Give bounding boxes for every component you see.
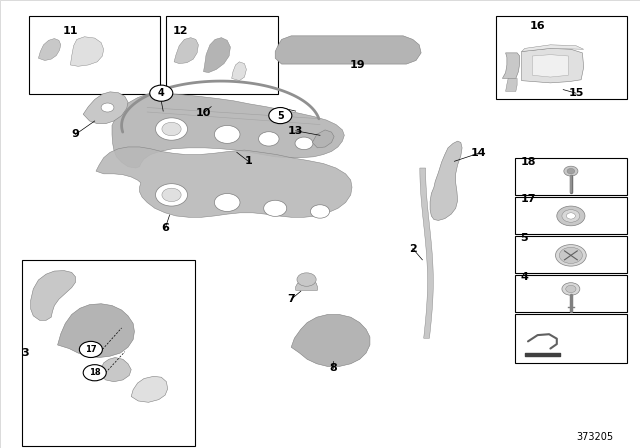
- Text: 12: 12: [173, 26, 188, 36]
- Circle shape: [156, 184, 188, 206]
- Circle shape: [259, 132, 279, 146]
- FancyBboxPatch shape: [515, 236, 627, 273]
- Circle shape: [264, 200, 287, 216]
- Polygon shape: [506, 78, 517, 91]
- Circle shape: [567, 168, 575, 174]
- Polygon shape: [522, 45, 584, 52]
- Polygon shape: [131, 376, 168, 402]
- Text: 15: 15: [568, 88, 584, 98]
- FancyBboxPatch shape: [496, 16, 627, 99]
- FancyBboxPatch shape: [166, 16, 278, 94]
- Polygon shape: [31, 271, 76, 320]
- Polygon shape: [296, 280, 317, 290]
- Polygon shape: [502, 53, 520, 78]
- Circle shape: [214, 125, 240, 143]
- Circle shape: [566, 213, 575, 219]
- Circle shape: [562, 283, 580, 295]
- Circle shape: [79, 341, 102, 358]
- Circle shape: [557, 206, 585, 226]
- FancyBboxPatch shape: [29, 16, 160, 94]
- Polygon shape: [96, 147, 352, 217]
- Text: 5: 5: [520, 233, 528, 243]
- Text: 17: 17: [85, 345, 97, 354]
- FancyBboxPatch shape: [22, 260, 195, 446]
- Polygon shape: [275, 36, 421, 64]
- Text: 4: 4: [520, 272, 528, 282]
- Polygon shape: [70, 37, 104, 66]
- Circle shape: [566, 285, 576, 293]
- Polygon shape: [430, 141, 462, 220]
- Polygon shape: [522, 48, 584, 83]
- Circle shape: [150, 85, 173, 101]
- Text: 9: 9: [72, 129, 79, 139]
- Text: 373205: 373205: [577, 432, 614, 442]
- Circle shape: [562, 210, 580, 222]
- Circle shape: [559, 247, 582, 263]
- Text: 13: 13: [288, 126, 303, 136]
- Text: 1: 1: [244, 156, 252, 166]
- Text: 6: 6: [161, 224, 169, 233]
- Text: 10: 10: [196, 108, 211, 118]
- Text: 5: 5: [277, 111, 284, 121]
- FancyBboxPatch shape: [515, 275, 627, 312]
- Polygon shape: [232, 62, 246, 81]
- Circle shape: [295, 137, 313, 150]
- FancyBboxPatch shape: [515, 158, 627, 195]
- Circle shape: [269, 108, 292, 124]
- Text: 18: 18: [89, 368, 100, 377]
- Text: 4: 4: [158, 88, 164, 98]
- Circle shape: [162, 188, 181, 202]
- Polygon shape: [204, 38, 230, 73]
- Circle shape: [162, 122, 181, 136]
- FancyBboxPatch shape: [515, 197, 627, 234]
- Polygon shape: [420, 168, 433, 338]
- Circle shape: [83, 365, 106, 381]
- Polygon shape: [312, 130, 334, 148]
- Circle shape: [556, 245, 586, 266]
- Text: 16: 16: [530, 21, 545, 31]
- Text: 2: 2: [409, 244, 417, 254]
- Polygon shape: [112, 93, 344, 168]
- Text: 3: 3: [22, 348, 29, 358]
- Polygon shape: [38, 39, 61, 60]
- Circle shape: [156, 118, 188, 140]
- Text: 11: 11: [63, 26, 78, 36]
- Text: 8: 8: [329, 363, 337, 373]
- Text: 14: 14: [471, 148, 486, 158]
- Text: 17: 17: [520, 194, 536, 204]
- Circle shape: [564, 166, 578, 176]
- Circle shape: [101, 103, 114, 112]
- Polygon shape: [532, 55, 568, 77]
- Circle shape: [310, 205, 330, 218]
- Polygon shape: [174, 38, 198, 64]
- Polygon shape: [83, 92, 128, 124]
- Polygon shape: [58, 304, 134, 358]
- Polygon shape: [99, 358, 131, 382]
- Text: 7: 7: [287, 294, 295, 304]
- Text: 19: 19: [349, 60, 365, 70]
- Text: 18: 18: [520, 157, 536, 167]
- Polygon shape: [291, 314, 370, 366]
- FancyBboxPatch shape: [515, 314, 627, 363]
- Circle shape: [297, 273, 316, 286]
- Circle shape: [214, 194, 240, 211]
